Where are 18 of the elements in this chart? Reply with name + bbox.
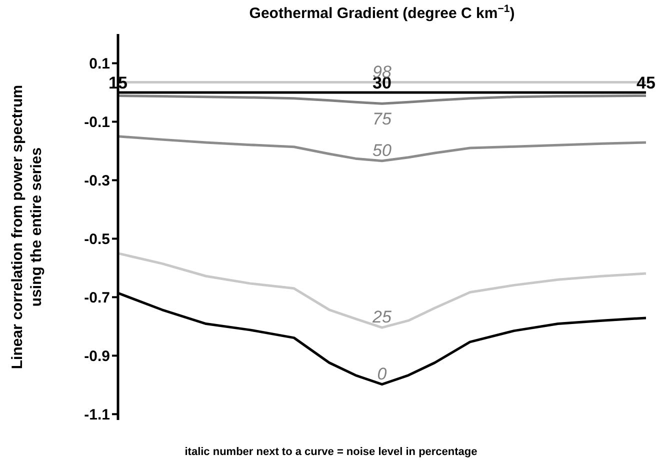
series-label: 0 — [377, 364, 388, 384]
line-series — [118, 252, 646, 329]
line-series — [118, 135, 646, 162]
y-tick-label: -0.9 — [84, 348, 110, 365]
y-tick-label: -0.3 — [84, 172, 110, 190]
y-tick-label: -1.1 — [84, 406, 110, 424]
text: italic number next to a curve = noise level in percentage — [184, 446, 478, 458]
x-axis-title: Geothermal Gradient (degree C km$^{−1}$) — [249, 3, 515, 22]
line-series — [118, 94, 646, 105]
y-axis-title: Linear correlation from power spectrum using the entire series — [9, 84, 45, 370]
series-label: 25 — [372, 308, 392, 327]
y-tick-label: -0.5 — [84, 231, 110, 248]
y-tick-label: -0.7 — [84, 290, 110, 307]
series-label: 75 — [372, 110, 392, 129]
series-label: 50 — [372, 140, 392, 160]
x-tick-label: 45 — [636, 73, 656, 92]
y-tick-label: 0.1 — [89, 56, 110, 73]
y-tick-label: -0.1 — [84, 114, 110, 132]
